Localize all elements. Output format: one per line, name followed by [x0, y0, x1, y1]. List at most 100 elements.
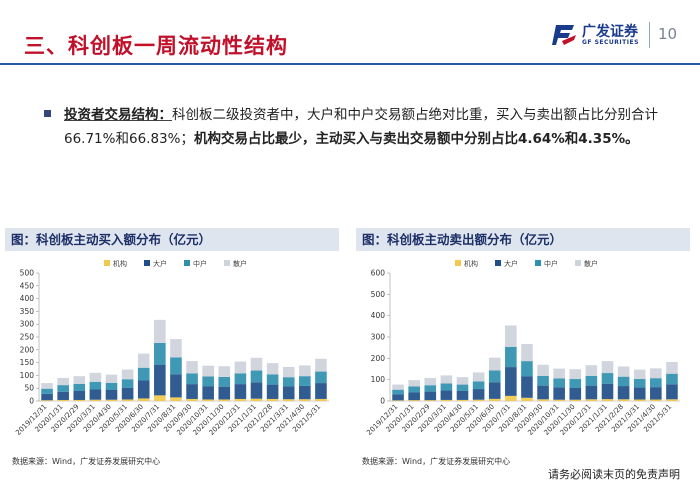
bar-seg-2-4: [105, 382, 118, 390]
bar-seg-3-15: [633, 369, 646, 380]
bar-seg-3-17: [666, 361, 678, 374]
y-tick-label-0: 0: [380, 397, 385, 406]
right-chart-header: 图：科创板主动卖出额分布（亿元）: [356, 228, 690, 251]
bar-seg-2-16: [650, 378, 662, 388]
bar-seg-0-10: [553, 399, 565, 401]
bar-seg-0-12: [234, 398, 247, 401]
bar-seg-2-7: [505, 346, 517, 368]
bar-seg-2-13: [250, 370, 263, 383]
bar-seg-3-3: [440, 375, 453, 384]
legend-label-1: 大户: [504, 259, 518, 268]
bar-seg-0-17: [315, 398, 327, 401]
bar-seg-1-8: [170, 374, 182, 398]
bar-seg-2-13: [601, 373, 614, 384]
bar-seg-3-8: [170, 339, 182, 358]
chart-bars: [392, 325, 678, 401]
bar-seg-0-4: [105, 399, 118, 401]
bar-seg-3-0: [41, 383, 53, 389]
legend-label-2: 中户: [193, 259, 207, 268]
bar-seg-2-14: [266, 374, 279, 385]
bar-seg-1-17: [315, 383, 327, 399]
bar-seg-1-11: [569, 387, 582, 400]
y-tick-label-5: 500: [371, 290, 386, 299]
bar-seg-1-0: [392, 394, 404, 401]
bullet-text: 科创板二级投资者中，大户和中户交易额占绝对比重，买入与卖出额占比分别合计66.7…: [64, 107, 658, 147]
bar-seg-1-8: [521, 376, 533, 398]
bar-seg-3-5: [472, 372, 485, 382]
bar-seg-0-9: [186, 398, 198, 401]
bar-seg-2-2: [73, 383, 86, 392]
bar-seg-2-1: [57, 385, 69, 392]
bar-seg-2-16: [299, 376, 311, 386]
bar-seg-0-3: [440, 399, 453, 401]
bar-seg-1-2: [424, 391, 437, 401]
bar-seg-0-6: [137, 398, 150, 401]
right-chart-source: 数据来源：Wind，广发证券发展研究中心: [362, 457, 511, 466]
bar-seg-2-12: [234, 373, 247, 385]
y-tick-label-3: 300: [371, 333, 386, 342]
y-tick-label-2: 100: [20, 371, 35, 380]
bar-seg-3-8: [521, 344, 533, 362]
bar-seg-2-15: [633, 379, 646, 388]
left-chart-source: 数据来源：Wind，广发证券发展研究中心: [12, 457, 161, 466]
bar-seg-1-3: [89, 389, 102, 400]
bar-seg-2-11: [218, 376, 231, 387]
y-tick-label-6: 300: [20, 320, 35, 329]
bar-seg-0-7: [505, 395, 517, 401]
bar-seg-1-12: [585, 385, 598, 400]
bar-seg-3-2: [73, 376, 86, 384]
legend-swatch-1: [144, 260, 150, 266]
bar-seg-2-11: [569, 379, 582, 388]
bullet-keyword: 投资者交易结构：: [64, 107, 172, 123]
bar-seg-0-3: [89, 399, 102, 401]
bar-seg-1-1: [57, 391, 69, 400]
bar-seg-1-16: [299, 385, 311, 400]
y-tick-label-0: 0: [29, 397, 34, 406]
bar-seg-2-1: [408, 386, 420, 393]
bar-seg-1-13: [601, 383, 614, 400]
bar-seg-0-6: [488, 398, 501, 401]
bar-seg-2-0: [392, 389, 404, 395]
gf-logo-icon: [552, 25, 576, 45]
bar-seg-1-12: [234, 384, 247, 399]
bar-seg-0-11: [569, 399, 582, 401]
bullet-bold-text: 机构交易占比最少，主动买入与卖出交易额中分别占比4.64%和4.35%。: [193, 131, 639, 147]
bar-seg-1-0: [41, 393, 53, 401]
bar-seg-2-8: [521, 361, 533, 377]
legend-swatch-2: [535, 260, 541, 266]
y-tick-label-4: 200: [20, 345, 35, 354]
bar-seg-2-7: [154, 342, 166, 365]
sell-amount-chart-svg: 机构 大户 中户 散户01002003004005006002019/12/31202…: [365, 259, 680, 437]
bar-seg-0-8: [170, 397, 182, 401]
bar-seg-2-9: [537, 375, 549, 386]
bar-seg-1-4: [105, 389, 118, 400]
bar-seg-2-2: [424, 385, 437, 392]
legend-label-3: 散户: [233, 259, 247, 268]
bar-seg-3-3: [89, 372, 102, 382]
bar-seg-1-7: [505, 367, 517, 396]
header-rule: [0, 63, 700, 65]
disclaimer: 请务必阅读末页的免责声明: [548, 468, 680, 481]
bar-seg-3-1: [57, 377, 69, 386]
chart-legend: 机构 大户 中户 散户: [455, 259, 598, 268]
bar-seg-0-2: [424, 400, 437, 401]
bar-seg-2-12: [585, 375, 598, 386]
bar-seg-1-2: [73, 391, 86, 400]
bar-seg-1-4: [456, 390, 469, 400]
legend-swatch-3: [224, 260, 230, 266]
bar-seg-0-8: [521, 397, 533, 401]
legend-label-3: 散户: [584, 259, 598, 268]
bar-seg-2-4: [456, 384, 469, 391]
bar-seg-2-5: [472, 381, 485, 390]
bar-seg-2-17: [315, 371, 327, 384]
logo-subtitle: GF SECURITIES: [582, 39, 639, 46]
bar-seg-0-7: [154, 395, 166, 401]
bar-seg-3-10: [202, 365, 214, 377]
chart-bars: [41, 319, 327, 401]
legend-label-1: 大户: [153, 259, 167, 268]
bar-seg-0-17: [666, 399, 678, 401]
legend-swatch-0: [104, 260, 110, 266]
page-number: 10: [658, 25, 678, 43]
bar-seg-0-9: [537, 399, 549, 401]
y-tick-label-6: 600: [371, 269, 386, 278]
